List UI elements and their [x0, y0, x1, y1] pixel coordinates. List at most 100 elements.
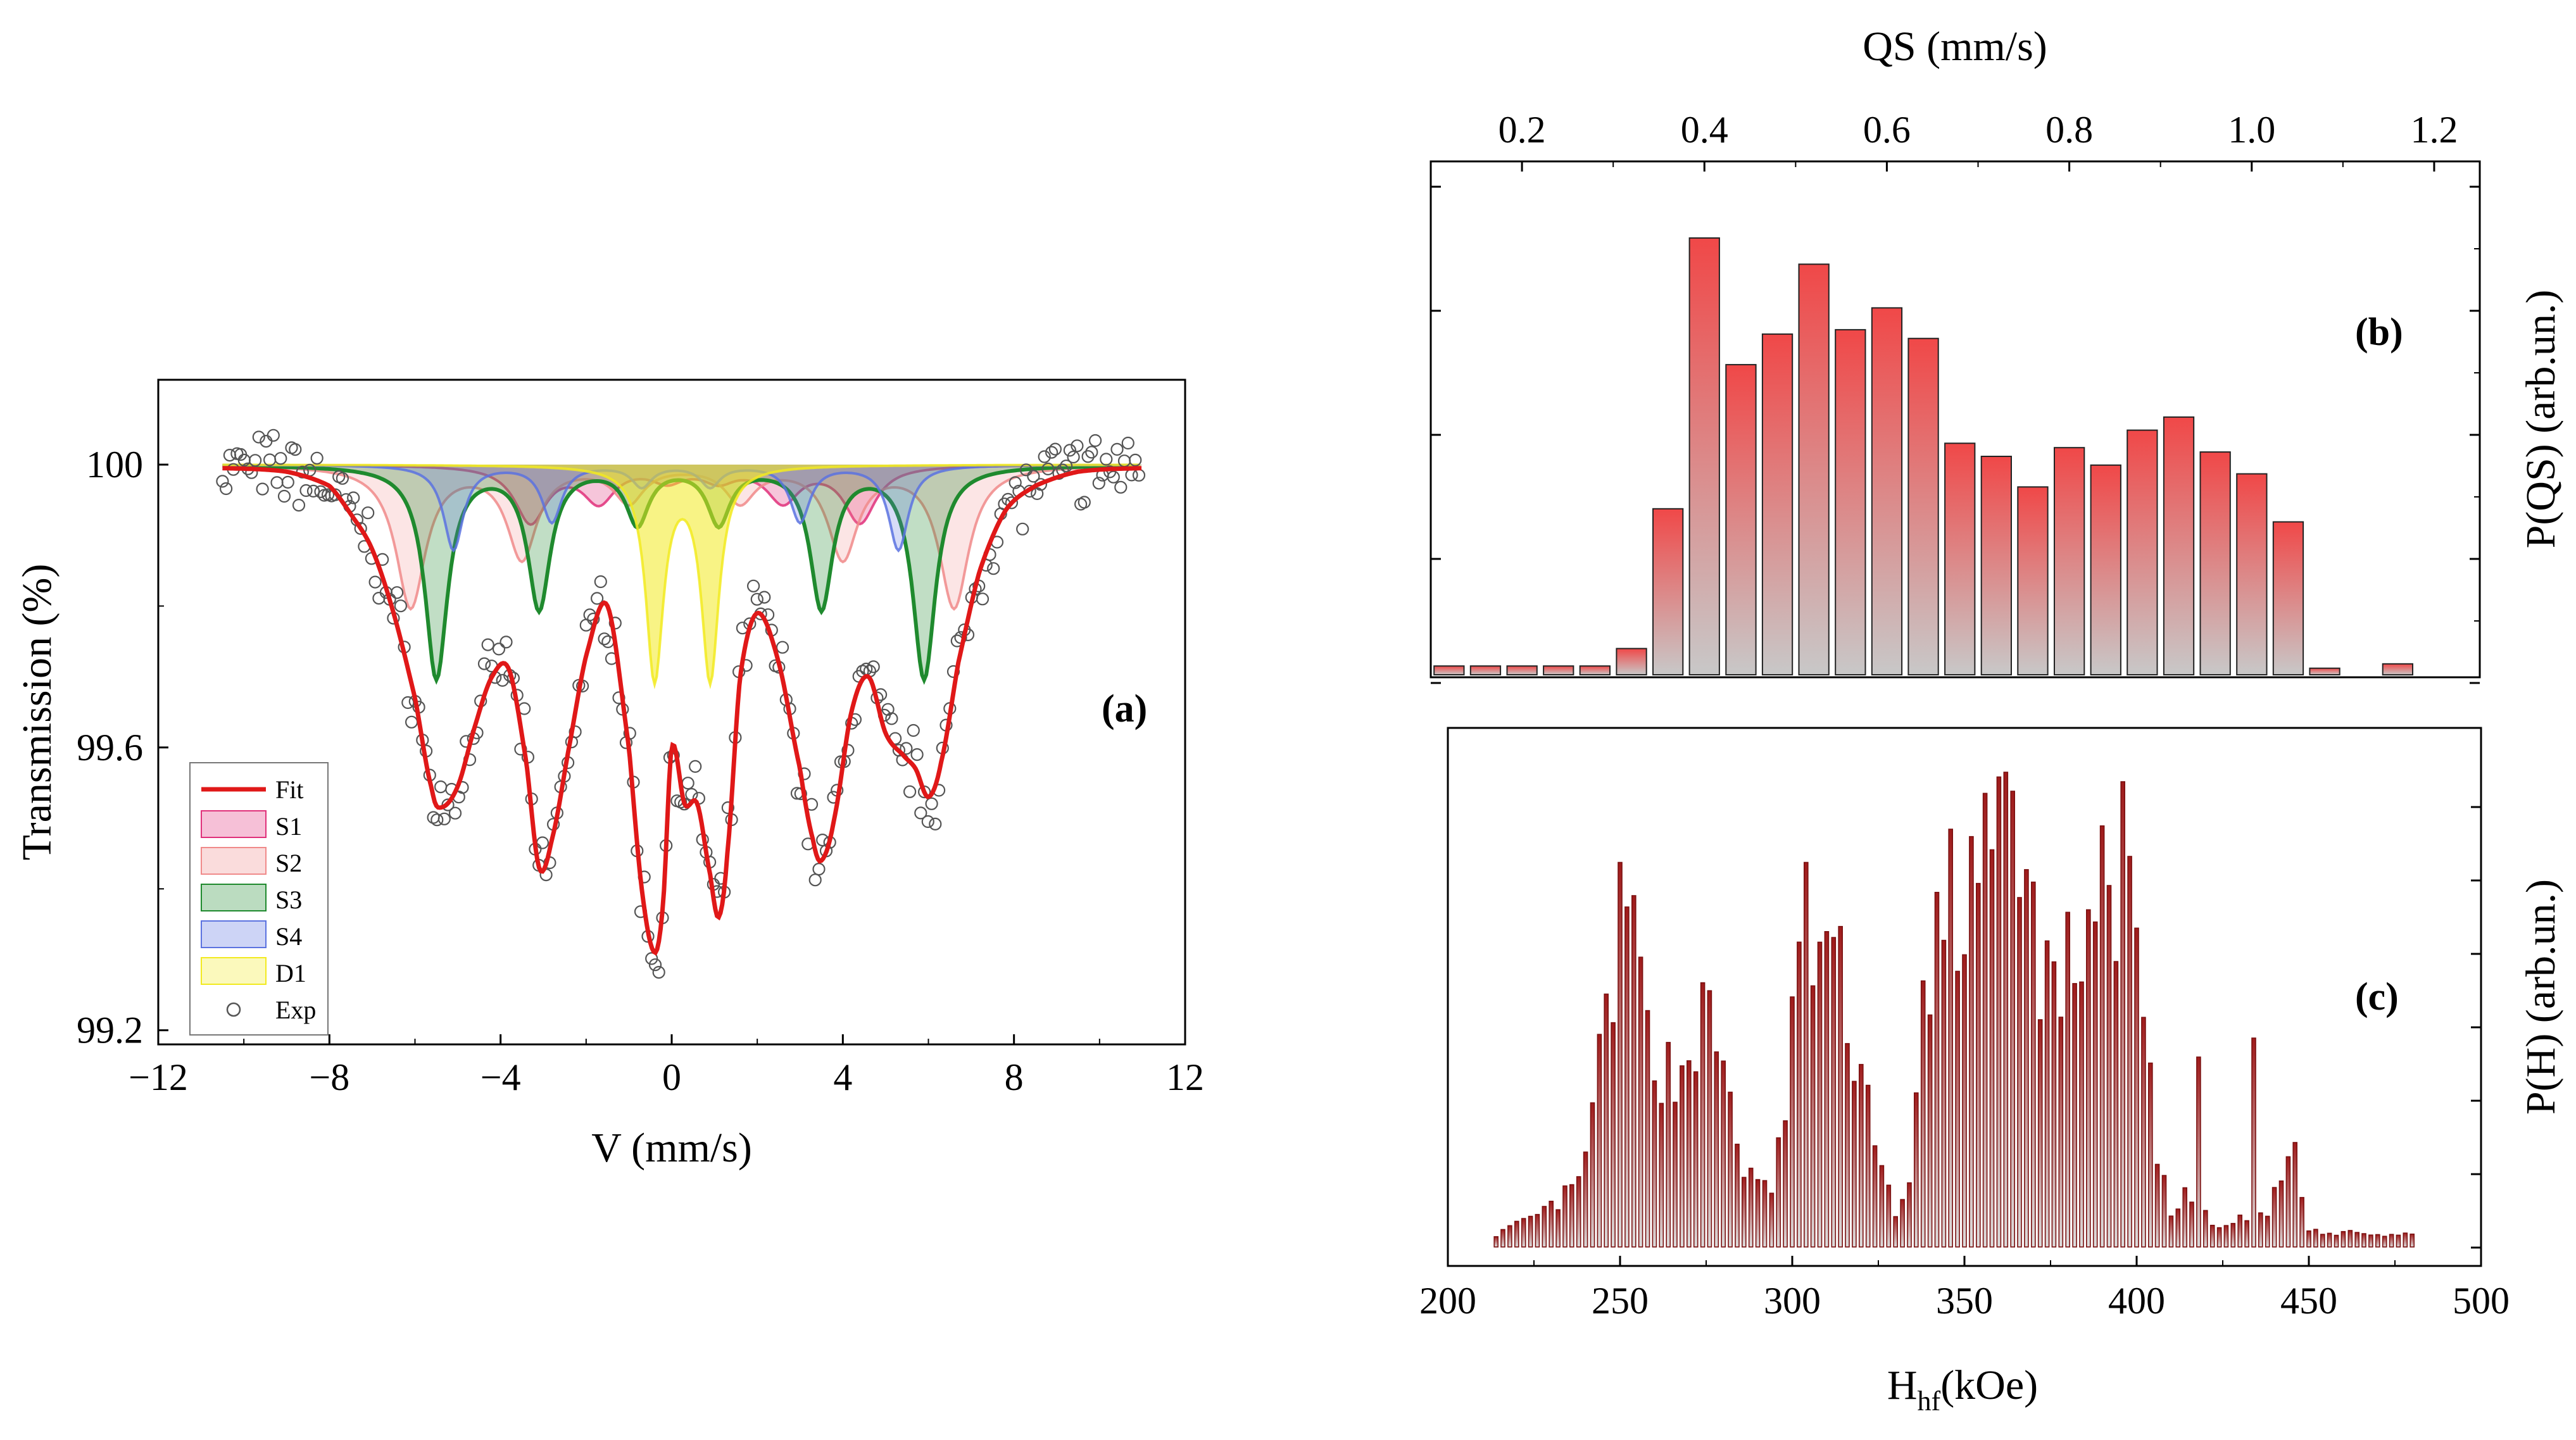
panel-a-x-label: V (mm/s) — [591, 1125, 752, 1171]
exp-data-point — [1008, 476, 1022, 489]
qs-bar — [1761, 333, 1794, 675]
field-bar — [1624, 906, 1630, 1248]
component-s3-fill — [222, 465, 1143, 680]
legend-d1-label: D1 — [275, 959, 306, 987]
field-bar — [1507, 1225, 1512, 1248]
field-bar — [1810, 985, 1816, 1248]
field-bar — [2189, 1201, 2194, 1248]
panel-b-x-label: QS (mm/s) — [1863, 23, 2047, 70]
field-bar — [1583, 1151, 1588, 1248]
exp-data-point — [394, 599, 408, 613]
exp-data-point — [492, 642, 506, 656]
exp-data-point — [929, 817, 942, 831]
field-bar — [1528, 1215, 1533, 1248]
field-bar — [1824, 931, 1830, 1248]
field-bar — [2141, 1017, 2146, 1248]
panel-b-x-tick-label: 1.0 — [2228, 109, 2275, 151]
field-bar — [2313, 1229, 2318, 1248]
field-bar — [1604, 993, 1609, 1248]
field-bar — [1659, 1103, 1664, 1248]
panel-c-x-tick-label: 450 — [2280, 1280, 2337, 1322]
panel-b-x-tick-label: 1.2 — [2410, 109, 2458, 151]
qs-bar — [1616, 648, 1647, 675]
field-bar — [1886, 1184, 1892, 1248]
field-bar — [1872, 1145, 1878, 1248]
field-bar — [1962, 954, 1967, 1248]
field-bar — [1748, 1167, 1754, 1248]
field-bar — [2182, 1187, 2187, 1248]
exp-data-point — [808, 873, 822, 887]
qs-bar — [1798, 263, 1830, 675]
exp-data-point — [816, 833, 829, 847]
field-bar — [1776, 1137, 1781, 1248]
exp-data-point — [900, 742, 913, 755]
field-bar — [2354, 1232, 2359, 1248]
qs-bar — [1469, 665, 1502, 675]
panel-c-x-tick-label: 250 — [1592, 1280, 1649, 1322]
field-bar — [2265, 1215, 2270, 1248]
exp-data-point — [310, 451, 324, 465]
panel-c-x-label: Hhf(kOe) — [1887, 1362, 2038, 1417]
qs-bar — [2272, 521, 2304, 675]
exp-data-point — [267, 429, 280, 442]
panel-c-x-tick-label: 350 — [1936, 1280, 1993, 1322]
panel-a-y-tick-label: 99.2 — [77, 1010, 143, 1051]
exp-data-point — [1129, 453, 1142, 467]
exp-data-point — [281, 475, 294, 489]
panel-a-x-tick-label: 0 — [662, 1056, 681, 1098]
component-d1-fill — [222, 465, 1143, 685]
qs-bar — [2090, 464, 2121, 675]
exp-data-point — [946, 665, 960, 679]
exp-data-point — [812, 862, 826, 876]
legend-s1-swatch — [201, 810, 267, 838]
field-bar — [1852, 1080, 1857, 1248]
field-bar — [1721, 1060, 1726, 1248]
qs-bar — [1543, 665, 1574, 675]
field-bar — [1762, 1180, 1768, 1248]
panel-c-y-label: P(H) (arb.un.) — [2518, 879, 2564, 1115]
exp-data-point — [299, 484, 313, 498]
exp-data-point — [390, 586, 404, 599]
panel-b-x-tick-label: 0.8 — [2045, 109, 2093, 151]
field-bar — [1562, 1185, 1568, 1248]
panel-b-bars — [1433, 237, 2413, 676]
legend-s3-label: S3 — [275, 886, 302, 914]
panel-b-x-tick-label: 0.2 — [1498, 109, 1546, 151]
panel-c-label: (c) — [2355, 975, 2399, 1018]
field-bar — [1555, 1209, 1561, 1248]
field-bar — [1514, 1220, 1519, 1248]
field-bar — [2216, 1227, 2222, 1248]
exp-data-point — [430, 813, 444, 827]
panel-a-axes: −12 −8 −4 0 4 8 12 99.2 99.6 100 — [77, 444, 1204, 1098]
field-bar — [1687, 1060, 1692, 1248]
exp-data-point — [746, 579, 760, 592]
panel-a-subspectra — [222, 463, 1143, 690]
panel-b-y-label: P(QS) (arb.un.) — [2518, 290, 2564, 549]
field-bar — [2092, 921, 2098, 1248]
field-bar — [2113, 961, 2119, 1248]
field-bar — [1845, 1042, 1850, 1248]
field-bar — [2340, 1230, 2346, 1248]
exp-data-point — [306, 484, 320, 498]
field-bar — [1976, 882, 1981, 1248]
exp-data-point — [1100, 453, 1113, 466]
field-bar — [2361, 1233, 2366, 1248]
exp-data-point — [1048, 442, 1062, 456]
panel-a-x-tick-label: 12 — [1166, 1056, 1204, 1098]
exp-data-point — [274, 452, 287, 465]
panel-a-fit-curve — [222, 466, 1142, 956]
field-bar — [2375, 1234, 2380, 1248]
field-bar — [1955, 970, 1960, 1248]
field-bar — [1521, 1218, 1526, 1248]
exp-data-point — [252, 430, 265, 444]
qs-bar — [1725, 364, 1757, 675]
legend-s3-swatch — [201, 884, 267, 911]
field-bar — [2044, 940, 2050, 1248]
field-bar — [1535, 1213, 1540, 1248]
panel-a-label: (a) — [1102, 687, 1147, 730]
field-bar — [2334, 1234, 2339, 1248]
field-bar — [1989, 849, 1995, 1248]
exp-data-point — [1038, 450, 1051, 463]
qs-bar — [2127, 429, 2158, 675]
field-bar — [2368, 1234, 2373, 1248]
